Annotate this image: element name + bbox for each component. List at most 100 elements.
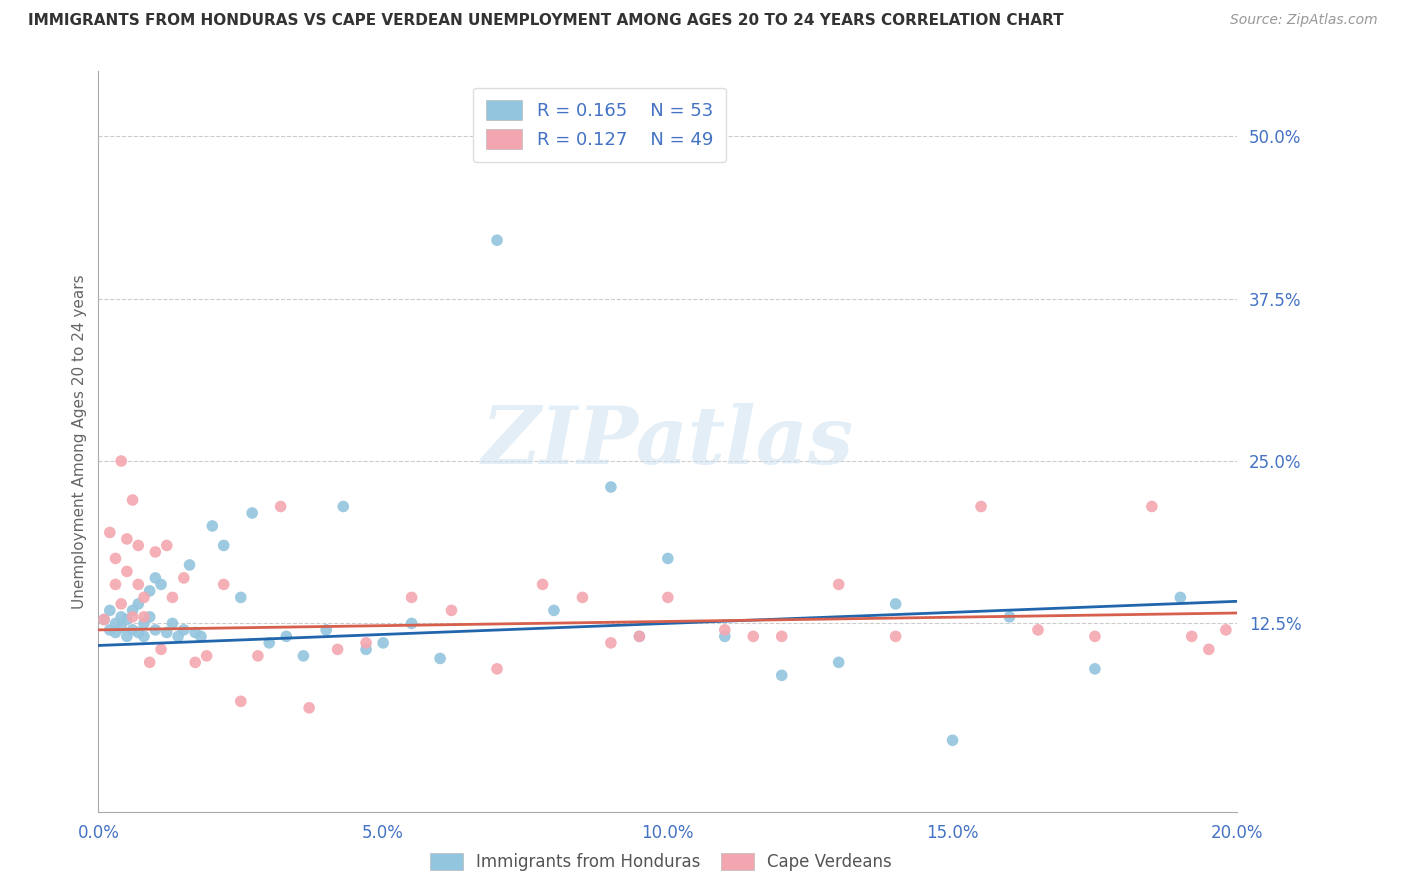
Point xyxy=(98,525,121,540)
Point xyxy=(1170,591,1192,605)
Point xyxy=(98,623,121,637)
Point xyxy=(127,577,149,591)
Point xyxy=(373,636,395,650)
Point xyxy=(270,500,292,514)
Point xyxy=(110,454,132,468)
Point xyxy=(110,610,132,624)
Point xyxy=(138,610,160,624)
Point xyxy=(150,577,173,591)
Point xyxy=(184,656,207,670)
Point xyxy=(884,597,907,611)
Point xyxy=(714,629,737,643)
Point xyxy=(121,603,143,617)
Point xyxy=(276,629,298,643)
Point xyxy=(132,629,155,643)
Point xyxy=(156,625,179,640)
Point xyxy=(132,616,155,631)
Point xyxy=(93,612,115,626)
Point xyxy=(657,551,679,566)
Point xyxy=(115,629,138,643)
Point xyxy=(440,603,463,617)
Point xyxy=(628,629,651,643)
Point xyxy=(167,629,190,643)
Point xyxy=(1026,623,1049,637)
Point xyxy=(127,597,149,611)
Point xyxy=(173,571,195,585)
Point xyxy=(354,636,377,650)
Point xyxy=(315,623,337,637)
Point xyxy=(93,612,115,626)
Point xyxy=(429,651,451,665)
Point xyxy=(1084,629,1107,643)
Point xyxy=(298,701,321,715)
Point xyxy=(145,571,167,585)
Point xyxy=(190,629,212,643)
Point xyxy=(184,625,207,640)
Point xyxy=(138,583,160,598)
Point xyxy=(998,610,1021,624)
Point xyxy=(259,636,281,650)
Point xyxy=(212,577,235,591)
Point xyxy=(571,591,593,605)
Legend: R = 0.165    N = 53, R = 0.127    N = 49: R = 0.165 N = 53, R = 0.127 N = 49 xyxy=(474,87,725,161)
Point xyxy=(486,662,509,676)
Point xyxy=(1084,662,1107,676)
Point xyxy=(970,500,993,514)
Point xyxy=(401,616,423,631)
Point xyxy=(828,577,851,591)
Point xyxy=(150,642,173,657)
Point xyxy=(121,493,143,508)
Point xyxy=(354,642,377,657)
Point xyxy=(1140,500,1163,514)
Point xyxy=(543,603,565,617)
Point xyxy=(173,623,195,637)
Text: Source: ZipAtlas.com: Source: ZipAtlas.com xyxy=(1230,13,1378,28)
Point xyxy=(1215,623,1237,637)
Point xyxy=(770,629,793,643)
Point xyxy=(162,591,184,605)
Point xyxy=(115,612,138,626)
Point xyxy=(98,603,121,617)
Point xyxy=(104,551,127,566)
Point xyxy=(121,610,143,624)
Point xyxy=(240,506,263,520)
Point xyxy=(326,642,349,657)
Point xyxy=(115,565,138,579)
Point xyxy=(201,519,224,533)
Point xyxy=(742,629,765,643)
Point xyxy=(600,480,623,494)
Point xyxy=(179,558,201,572)
Point xyxy=(104,616,127,631)
Point xyxy=(828,656,851,670)
Point xyxy=(292,648,315,663)
Point xyxy=(1181,629,1204,643)
Y-axis label: Unemployment Among Ages 20 to 24 years: Unemployment Among Ages 20 to 24 years xyxy=(72,274,87,609)
Point xyxy=(138,656,160,670)
Legend: Immigrants from Honduras, Cape Verdeans: Immigrants from Honduras, Cape Verdeans xyxy=(422,845,900,880)
Point xyxy=(132,610,155,624)
Point xyxy=(195,648,218,663)
Text: ZIPatlas: ZIPatlas xyxy=(482,403,853,480)
Text: IMMIGRANTS FROM HONDURAS VS CAPE VERDEAN UNEMPLOYMENT AMONG AGES 20 TO 24 YEARS : IMMIGRANTS FROM HONDURAS VS CAPE VERDEAN… xyxy=(28,13,1064,29)
Point xyxy=(1198,642,1220,657)
Point xyxy=(104,577,127,591)
Point xyxy=(628,629,651,643)
Point xyxy=(132,591,155,605)
Point xyxy=(884,629,907,643)
Point xyxy=(229,694,252,708)
Point xyxy=(110,620,132,634)
Point xyxy=(246,648,269,663)
Point xyxy=(162,616,184,631)
Point xyxy=(770,668,793,682)
Point xyxy=(401,591,423,605)
Point xyxy=(127,625,149,640)
Point xyxy=(145,545,167,559)
Point xyxy=(600,636,623,650)
Point xyxy=(156,538,179,552)
Point xyxy=(942,733,965,747)
Point xyxy=(212,538,235,552)
Point xyxy=(531,577,554,591)
Point xyxy=(121,623,143,637)
Point xyxy=(486,233,509,247)
Point xyxy=(657,591,679,605)
